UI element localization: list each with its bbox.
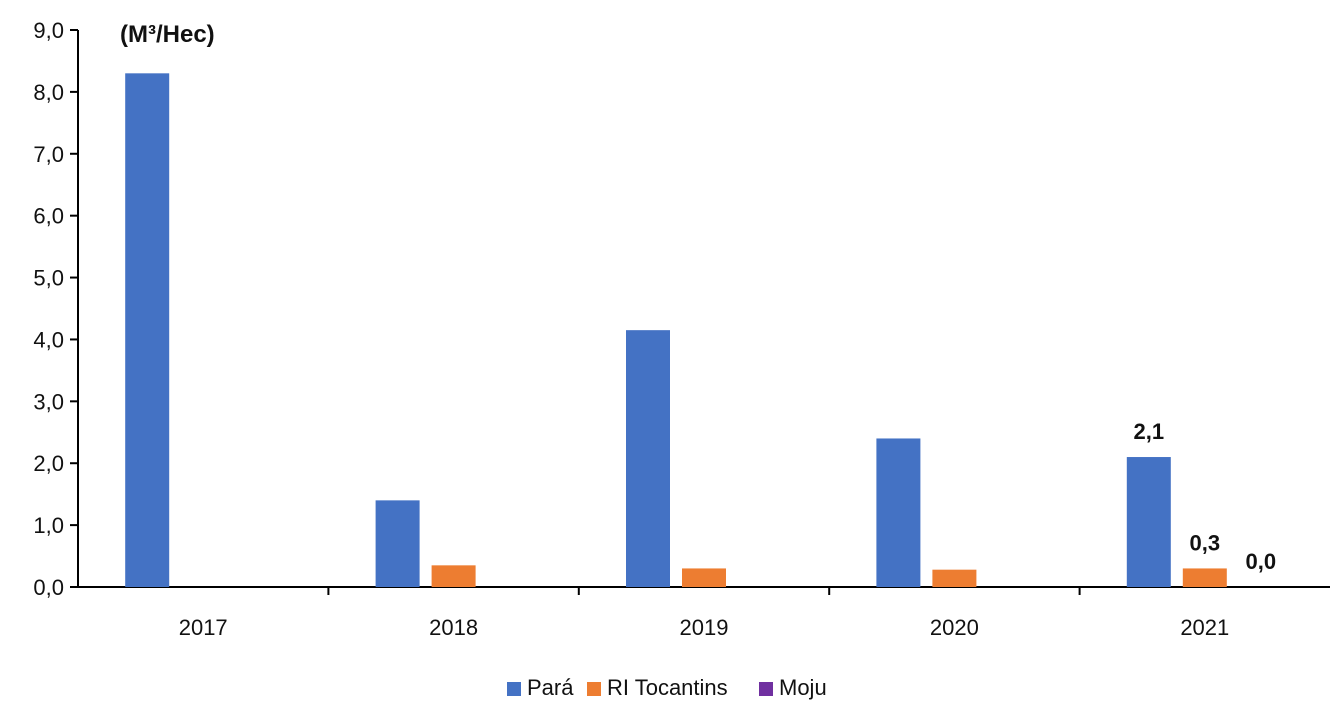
- y-tick-label: 4,0: [33, 327, 64, 352]
- y-axis: 0,0 1,0 2,0 3,0 4,0 5,0 6,0 7,0 8,0 9,0: [33, 18, 79, 600]
- data-label: 2,1: [1134, 419, 1165, 444]
- y-tick-label: 3,0: [33, 389, 64, 414]
- data-labels: 2,1 0,3 0,0: [1134, 419, 1277, 574]
- y-tick-label: 7,0: [33, 142, 64, 167]
- legend-swatch: [587, 682, 601, 696]
- legend-swatch: [507, 682, 521, 696]
- y-tick-label: 2,0: [33, 451, 64, 476]
- y-tick-label: 9,0: [33, 18, 64, 43]
- bar-par--2020: [876, 438, 921, 587]
- x-tick-label: 2021: [1180, 615, 1229, 640]
- data-label: 0,3: [1190, 530, 1221, 555]
- bar-ri-tocantins-2020: [932, 569, 977, 587]
- unit-label: (M³/Hec): [120, 21, 215, 48]
- legend-label: Pará: [527, 675, 574, 700]
- bar-par--2017: [125, 73, 170, 588]
- legend-label: Moju: [779, 675, 827, 700]
- bar-ri-tocantins-2021: [1182, 568, 1227, 587]
- bar-par--2018: [375, 500, 420, 587]
- y-tick-label: 1,0: [33, 513, 64, 538]
- bar-ri-tocantins-2018: [431, 565, 476, 587]
- legend: Pará RI Tocantins Moju: [507, 675, 827, 700]
- y-tick-label: 6,0: [33, 204, 64, 229]
- bars: [125, 73, 1227, 588]
- legend-label: RI Tocantins: [607, 675, 728, 700]
- x-axis: 2017 2018 2019 2020 2021: [78, 586, 1330, 640]
- x-tick-label: 2020: [930, 615, 979, 640]
- bar-par--2019: [626, 330, 670, 587]
- bar-par--2021: [1126, 457, 1171, 587]
- y-tick-label: 0,0: [33, 575, 64, 600]
- x-tick-label: 2018: [429, 615, 478, 640]
- data-label: 0,0: [1246, 549, 1277, 574]
- legend-swatch: [759, 682, 773, 696]
- x-tick-label: 2017: [179, 615, 228, 640]
- y-tick-label: 8,0: [33, 80, 64, 105]
- y-tick-label: 5,0: [33, 266, 64, 291]
- bar-ri-tocantins-2019: [682, 568, 726, 587]
- x-tick-label: 2019: [680, 615, 729, 640]
